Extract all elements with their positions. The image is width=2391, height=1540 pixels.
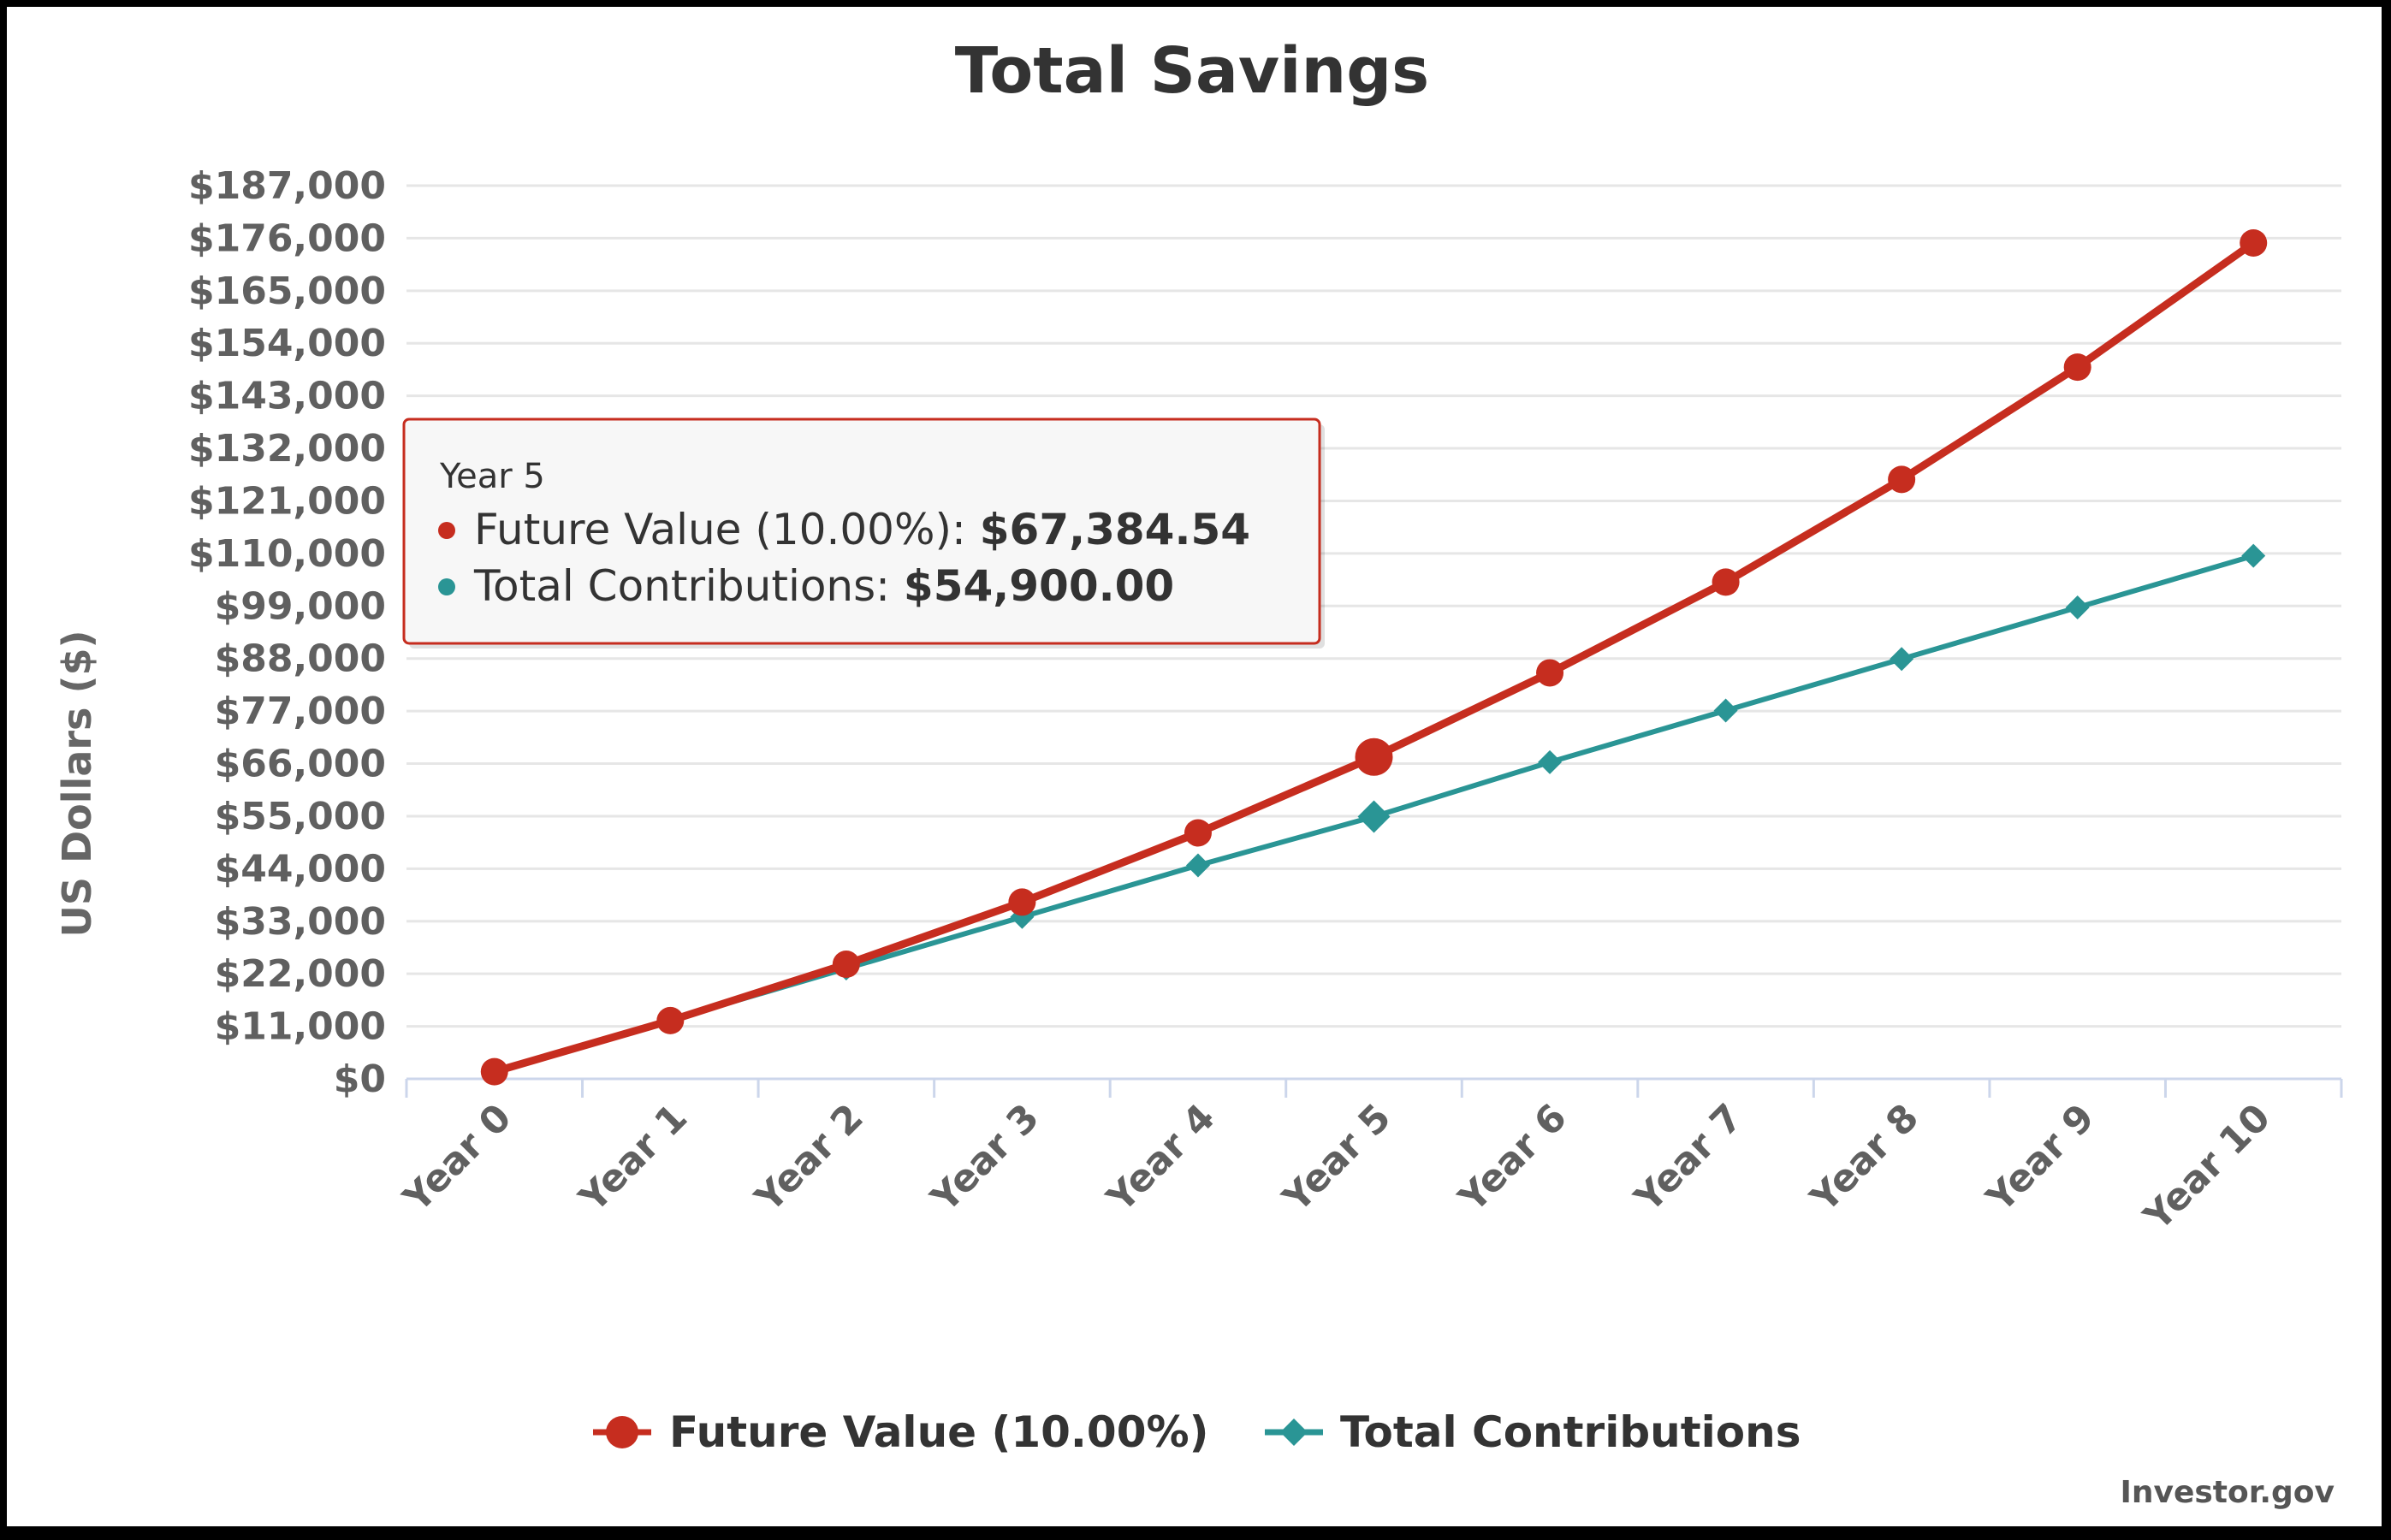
data-point[interactable] [1890,647,1914,672]
x-tick-label: Year 3 [923,1096,1047,1221]
legend-item-future-value[interactable]: Future Value (10.00%) [593,1407,1208,1457]
data-point[interactable] [2065,595,2090,619]
y-tick-label: $99,000 [215,584,386,628]
legend-label: Future Value (10.00%) [669,1407,1208,1457]
y-tick-label: $88,000 [215,637,386,681]
y-tick-label: $44,000 [215,847,386,891]
y-tick-label: $176,000 [188,216,386,260]
y-tick-label: $187,000 [188,164,386,208]
data-point[interactable] [1713,698,1738,723]
tooltip-line: Total Contributions: $54,900.00 [473,561,1174,611]
x-axis-ticks: Year 0 Year 1 Year 2 Year 3 Year 4 Year 5 Year… [395,1096,2279,1240]
legend-item-total-contributions[interactable]: Total Contributions [1265,1407,1801,1457]
y-axis-ticks: $0 $11,000 $22,000 $33,000 $44,000 $55,000 $66… [188,164,386,1101]
legend: Future Value (10.00%) Total Contributions [593,1407,1801,1457]
x-tick-label: Year 6 [1450,1096,1575,1221]
data-point[interactable] [1184,819,1212,847]
data-point[interactable] [656,1006,685,1034]
legend-marker [1280,1419,1308,1446]
x-tick-label: Year 2 [746,1096,871,1221]
data-point[interactable] [480,1057,508,1086]
chart-title: Total Savings [955,34,1429,108]
data-point[interactable] [1357,800,1391,833]
y-tick-label: $121,000 [188,479,386,523]
x-tick-label: Year 5 [1274,1096,1399,1221]
tooltip-box [402,418,1321,645]
y-tick-label: $55,000 [215,795,386,838]
legend-marker [606,1416,638,1448]
y-tick-label: $11,000 [215,1005,386,1049]
y-tick-label: $77,000 [215,690,386,733]
y-tick-label: $33,000 [215,900,386,944]
tooltip-bullet [438,578,455,595]
y-tick-label: $154,000 [188,322,386,365]
x-tick-label: Year 9 [1978,1096,2103,1221]
x-tick-label: Year 0 [395,1096,519,1221]
series-future-value [480,228,2268,1086]
y-tick-label: $66,000 [215,743,386,786]
x-tick-label: Year 4 [1098,1096,1223,1221]
series-layer [480,228,2268,1086]
legend-label: Total Contributions [1340,1407,1801,1457]
y-tick-label: $110,000 [188,532,386,576]
x-tick-label: Year 8 [1802,1096,1927,1221]
y-tick-label: $165,000 [188,270,386,313]
data-point[interactable] [1712,568,1740,596]
data-point[interactable] [1538,749,1563,774]
data-point[interactable] [1008,888,1036,916]
x-tick-label: Year 7 [1626,1096,1751,1221]
data-point[interactable] [2063,353,2091,382]
data-point[interactable] [1536,659,1564,687]
data-point[interactable] [1355,737,1393,776]
tooltip: Year 5 Future Value (10.00%): $67,384.54 T… [402,418,1325,649]
data-point[interactable] [1888,465,1916,494]
y-tick-label: $143,000 [188,375,386,418]
data-point[interactable] [2240,228,2268,257]
x-tick-label: Year 1 [571,1096,696,1221]
credits-text[interactable]: Investor.gov [2120,1475,2335,1510]
y-tick-label: $0 [334,1057,386,1101]
tooltip-bullet [438,522,455,539]
data-point[interactable] [832,951,860,979]
y-tick-label: $132,000 [188,427,386,471]
tooltip-line: Future Value (10.00%): $67,384.54 [474,505,1250,554]
chart-svg: Total Savings $0 $11,000 $22,000 $33,000 $44… [54,34,2343,1510]
tooltip-header: Year 5 [439,457,545,496]
y-axis-label: US Dollars ($) [54,631,100,938]
data-point[interactable] [1185,853,1210,878]
chart-frame: Total Savings $0 $11,000 $22,000 $33,000 $44… [7,7,2382,1526]
x-tick-label: Year 10 [2135,1096,2279,1240]
x-axis [405,1077,2343,1098]
y-tick-label: $22,000 [215,952,386,996]
data-point[interactable] [2241,543,2266,568]
